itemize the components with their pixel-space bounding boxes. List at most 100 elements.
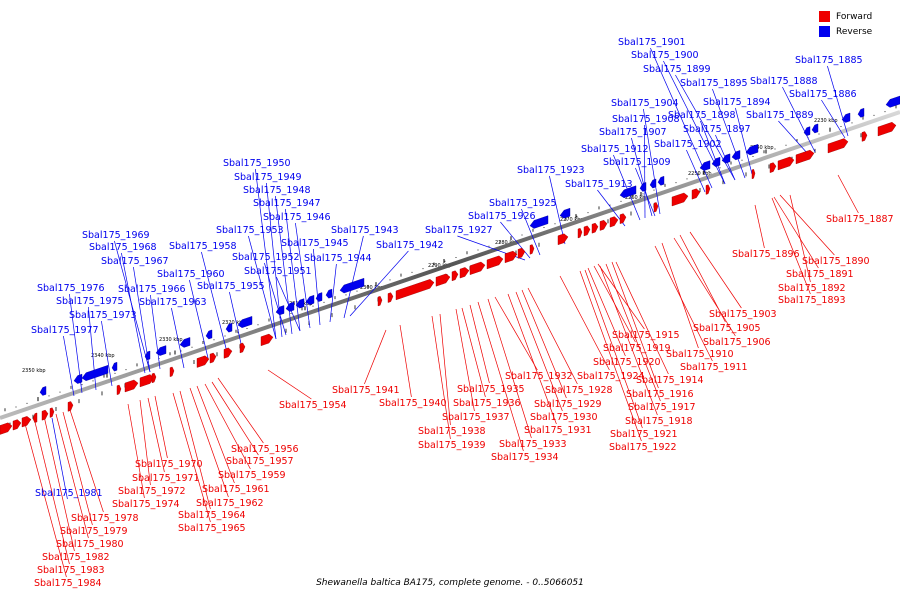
gene-label: Sbal175_1922: [609, 442, 677, 453]
gene-label: Sbal175_1917: [628, 402, 696, 413]
gene-label: Sbal175_1974: [112, 499, 180, 510]
forward-gene: [12, 419, 22, 431]
label-leader: [329, 263, 337, 323]
reverse-gene: [639, 182, 647, 192]
label-leader: [399, 324, 412, 398]
gene-label: Sbal175_1973: [69, 310, 137, 321]
gene-label: Sbal175_1899: [643, 64, 711, 75]
label-leaders: [23, 47, 859, 578]
forward-gene: [124, 379, 139, 393]
gene-label: Sbal175_1948: [243, 185, 311, 196]
gene-label: Sbal175_1966: [118, 284, 186, 295]
gene-label: Sbal175_1961: [202, 484, 270, 495]
gene-label: Sbal175_1930: [530, 412, 598, 423]
genome-axis: [0, 110, 900, 420]
scale-tick-label: 2280 kbp: [495, 240, 519, 246]
forward-gene: [387, 292, 394, 303]
label-leader: [267, 369, 312, 400]
gene-label: Sbal175_1906: [703, 337, 771, 348]
legend-reverse-label: Reverse: [836, 26, 873, 37]
forward-gene: [169, 366, 175, 377]
reverse-gene: [179, 337, 191, 348]
gene-label: Sbal175_1937: [442, 412, 510, 423]
gene-label: Sbal175_1960: [157, 269, 225, 280]
gene-label: Sbal175_1891: [786, 269, 854, 280]
gene-label: Sbal175_1901: [618, 37, 686, 48]
scale-tick-label: 2250 kbp: [688, 171, 712, 177]
label-leader: [515, 291, 563, 412]
forward-gene: [0, 422, 13, 435]
reverse-gene: [81, 365, 109, 381]
forward-gene: [116, 384, 122, 395]
gene-label: Sbal175_1941: [332, 385, 400, 396]
gene-label: Sbal175_1927: [425, 225, 493, 236]
reverse-gene: [315, 292, 323, 302]
label-leader: [837, 174, 859, 214]
label-leader: [584, 269, 643, 429]
label-leader: [461, 307, 486, 398]
label-leader: [455, 308, 475, 412]
label-leader: [773, 196, 819, 269]
gene-label: Sbal175_1893: [778, 295, 846, 306]
gene-label: Sbal175_1935: [457, 384, 525, 395]
label-leader: [477, 301, 524, 452]
label-leader: [154, 395, 168, 459]
forward-gene: [777, 156, 795, 171]
forward-gene: [435, 273, 451, 287]
forward-gene: [583, 225, 591, 237]
reverse-gene: [205, 329, 213, 340]
gene-label: Sbal175_1895: [680, 78, 748, 89]
scale-tick-label: 2350 kbp: [22, 368, 46, 374]
gene-label: Sbal175_1925: [489, 198, 557, 209]
forward-gene: [861, 131, 868, 142]
gene-label: Sbal175_1954: [279, 400, 347, 411]
label-leader: [599, 265, 658, 416]
map-caption: Shewanella baltica BA175, complete genom…: [316, 578, 584, 588]
label-leader: [686, 149, 706, 193]
forward-gene: [486, 255, 504, 270]
label-leader: [597, 263, 645, 330]
gene-label: Sbal175_1902: [654, 139, 722, 150]
gene-label: Sbal175_1885: [795, 55, 863, 66]
reverse-gene: [619, 185, 637, 199]
label-leader: [821, 99, 846, 139]
legend-forward-label: Forward: [836, 11, 873, 22]
gene-label: Sbal175_1971: [132, 473, 200, 484]
forward-gene: [529, 244, 535, 255]
gene-label: Sbal175_1913: [565, 179, 633, 190]
reverse-gene: [275, 305, 285, 316]
gene-label: Sbal175_1931: [524, 425, 592, 436]
gene-label: Sbal175_1983: [37, 565, 105, 576]
gene-label: Sbal175_1970: [135, 459, 203, 470]
gene-label: Sbal175_1976: [37, 283, 105, 294]
label-leader: [285, 208, 301, 332]
forward-gene: [504, 250, 518, 264]
gene-label: Sbal175_1943: [331, 225, 399, 236]
gene-label: Sbal175_1905: [693, 323, 761, 334]
forward-gene: [653, 202, 659, 213]
reverse-gene: [811, 123, 819, 134]
scale-tick-label: 2270 kbp: [560, 217, 584, 223]
reverse-gene: [111, 361, 118, 372]
gene-label: Sbal175_1949: [234, 172, 302, 183]
label-leader: [527, 287, 578, 385]
forward-gene: [209, 352, 217, 364]
gene-label: Sbal175_1975: [56, 296, 124, 307]
gene-label: Sbal175_1926: [468, 211, 536, 222]
forward-gene: [32, 412, 38, 423]
gene-label: Sbal175_1939: [418, 440, 486, 451]
reverse-gene: [711, 156, 721, 167]
gene-label: Sbal175_1958: [169, 241, 237, 252]
label-leader: [127, 403, 145, 499]
label-leader: [33, 417, 70, 565]
gene-label: Sbal175_1889: [746, 110, 814, 121]
label-leader: [189, 387, 229, 498]
label-leader: [189, 279, 209, 359]
gene-label: Sbal175_1916: [626, 389, 694, 400]
reverse-gene: [657, 175, 665, 186]
scale-tick-label: 2230 kbp: [814, 118, 838, 124]
forward-gene: [557, 233, 569, 246]
label-leader: [643, 108, 661, 215]
reverse-gene: [649, 178, 657, 189]
gene-label: Sbal175_1957: [226, 456, 294, 467]
